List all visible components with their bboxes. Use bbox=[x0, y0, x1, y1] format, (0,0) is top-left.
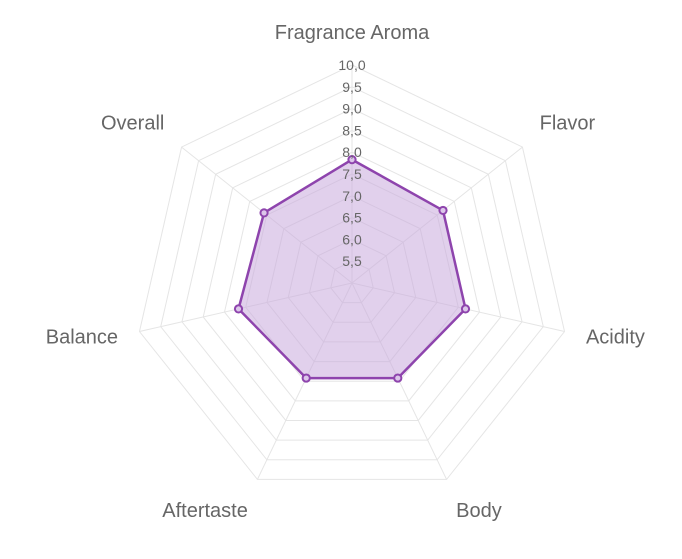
radial-tick-label: 7,0 bbox=[342, 188, 362, 204]
radial-tick-label: 6,5 bbox=[342, 210, 362, 226]
radial-tick-label: 10,0 bbox=[338, 57, 365, 73]
radar-series bbox=[233, 155, 471, 383]
data-point[interactable] bbox=[438, 205, 448, 216]
series-area bbox=[237, 158, 467, 380]
radial-ticks: 5,5 6,0 6,5 7,0 7,5 8,0 8,5 9,0 9,5 10,0 bbox=[338, 57, 365, 269]
data-point[interactable] bbox=[233, 304, 244, 314]
axis-label: Balance bbox=[46, 326, 118, 348]
axis-labels: Fragrance Aroma Flavor Acidity Body Aftertas… bbox=[46, 22, 645, 522]
grid-ring bbox=[138, 64, 566, 480]
data-point[interactable] bbox=[347, 155, 357, 165]
axis-label: Fragrance Aroma bbox=[275, 22, 430, 44]
data-point[interactable] bbox=[259, 208, 269, 218]
axis-label: Flavor bbox=[540, 112, 596, 134]
grid-ring bbox=[223, 151, 481, 402]
axis-label: Aftertaste bbox=[162, 500, 248, 522]
axis-label: Body bbox=[456, 500, 502, 522]
grid-ring bbox=[160, 86, 544, 461]
radial-tick-label: 9,0 bbox=[342, 101, 362, 117]
radial-tick-label: 6,0 bbox=[342, 231, 362, 247]
data-point[interactable] bbox=[393, 373, 403, 383]
grid-ring bbox=[181, 108, 523, 441]
axis-label: Overall bbox=[101, 112, 164, 134]
radial-tick-label: 8,5 bbox=[342, 122, 362, 138]
data-point[interactable] bbox=[460, 304, 471, 314]
radial-tick-label: 9,5 bbox=[342, 79, 362, 95]
radial-tick-label: 7,5 bbox=[342, 166, 362, 182]
radial-tick-label: 5,5 bbox=[342, 253, 362, 269]
data-point[interactable] bbox=[301, 373, 311, 383]
axis-label: Acidity bbox=[586, 326, 645, 348]
radial-tick-label: 8,0 bbox=[342, 144, 362, 160]
grid-ring bbox=[202, 129, 502, 421]
